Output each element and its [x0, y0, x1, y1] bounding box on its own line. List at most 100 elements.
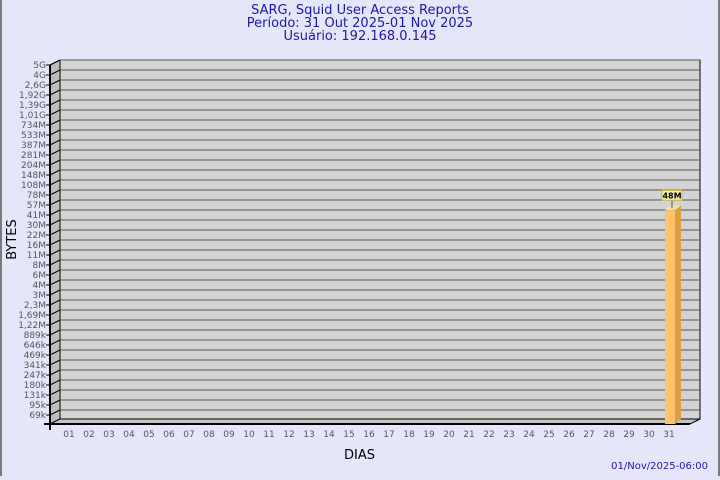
y-tick-line [49, 149, 61, 156]
data-label-box [661, 189, 683, 201]
y-tick-line [49, 109, 61, 116]
y-tick-line [49, 279, 61, 286]
y-tick-label: 78M [27, 191, 46, 201]
bar-side [675, 205, 681, 424]
x-tick-label: 07 [183, 430, 194, 440]
x-tick-label: 01 [63, 430, 74, 440]
y-tick-line [49, 339, 61, 346]
x-tick-label: 22 [483, 430, 494, 440]
y-tick-line [49, 79, 61, 86]
y-tick-label: 11M [27, 251, 46, 261]
x-tick-label: 05 [143, 430, 154, 440]
x-tick-label: 29 [623, 430, 635, 440]
data-label: 48M [662, 191, 681, 200]
bar-top [665, 205, 681, 211]
y-tick-line [49, 139, 61, 146]
y-tick-label: 1,01G [19, 111, 46, 121]
x-tick-label: 26 [563, 430, 575, 440]
y-tick-label: 6M [33, 271, 47, 281]
x-tick-label: 13 [303, 430, 314, 440]
x-tick-label: 06 [163, 430, 175, 440]
y-tick-label: 469k [24, 351, 47, 361]
y-tick-label: 1,22M [18, 321, 46, 331]
y-tick-label: 4G [33, 71, 46, 81]
y-tick-line [49, 119, 61, 126]
y-tick-line [49, 349, 61, 356]
y-tick-label: 247k [24, 371, 47, 381]
y-tick-label: 533M [21, 131, 46, 141]
x-tick-label: 11 [263, 430, 274, 440]
y-tick-label: 1,69M [18, 311, 46, 321]
generated-timestamp: 01/Nov/2025-06:00 [611, 461, 708, 472]
y-tick-line [49, 249, 61, 256]
y-tick-line [49, 399, 61, 406]
y-tick-label: 41M [27, 211, 46, 221]
y-tick-label: 180k [24, 381, 47, 391]
x-tick-label: 30 [643, 430, 655, 440]
y-tick-line [49, 219, 61, 226]
y-tick-line [49, 389, 61, 396]
y-tick-line [49, 59, 61, 66]
y-tick-label: 148M [21, 171, 46, 181]
x-tick-label: 03 [103, 430, 114, 440]
y-tick-label: 646k [24, 341, 47, 351]
y-tick-label: 387M [21, 141, 46, 151]
bar-front [665, 210, 675, 424]
y-tick-line [49, 319, 61, 326]
y-tick-label: 3M [33, 291, 47, 301]
x-axis-label: DIAS [344, 448, 375, 463]
x-tick-label: 04 [123, 430, 135, 440]
y-tick-label: 204M [21, 161, 46, 171]
y-tick-line [49, 369, 61, 376]
x-tick-label: 24 [523, 430, 535, 440]
x-tick-label: 20 [443, 430, 455, 440]
x-tick-label: 10 [243, 430, 255, 440]
x-tick-label: 28 [603, 430, 615, 440]
x-tick-label: 18 [403, 430, 415, 440]
y-tick-line [49, 259, 61, 266]
x-tick-label: 15 [343, 430, 354, 440]
y-tick-label: 108M [21, 181, 46, 191]
x-tick-label: 12 [283, 430, 294, 440]
y-tick-line [49, 169, 61, 176]
y-tick-line [49, 129, 61, 136]
x-tick-label: 21 [463, 430, 474, 440]
y-tick-label: 889k [24, 331, 47, 341]
y-tick-label: 1,39G [19, 101, 46, 111]
x-tick-label: 19 [423, 430, 435, 440]
x-tick-label: 23 [503, 430, 514, 440]
y-tick-line [49, 69, 61, 76]
y-tick-line [49, 189, 61, 196]
y-tick-label: 734M [21, 121, 46, 131]
y-tick-line [49, 229, 61, 236]
report-title: SARG, Squid User Access Reports [251, 3, 469, 18]
y-tick-label: 281M [21, 151, 46, 161]
y-tick-label: 16M [27, 241, 46, 251]
y-tick-label: 8M [33, 261, 47, 271]
y-tick-label: 1,92G [19, 91, 46, 101]
y-tick-line [49, 89, 61, 96]
y-tick-label: 5G [33, 61, 46, 71]
x-tick-label: 08 [203, 430, 215, 440]
y-tick-line [49, 199, 61, 206]
y-tick-label: 57M [27, 201, 46, 211]
x-tick-label: 14 [323, 430, 335, 440]
x-tick-label: 02 [83, 430, 94, 440]
y-tick-label: 30M [27, 221, 46, 231]
y-tick-line [49, 299, 61, 306]
y-tick-label: 2,3M [24, 301, 46, 311]
x-tick-label: 17 [383, 430, 394, 440]
report-user: Usuário: 192.168.0.145 [283, 29, 437, 44]
x-tick-label: 27 [583, 430, 594, 440]
y-axis-label: BYTES [4, 219, 20, 260]
y-tick-label: 95k [29, 401, 46, 411]
y-tick-label: 131k [24, 391, 47, 401]
y-tick-line [49, 179, 61, 186]
y-tick-line [49, 159, 61, 166]
y-tick-line [49, 409, 61, 416]
y-tick-label: 4M [33, 281, 47, 291]
y-tick-line [49, 289, 61, 296]
x-tick-label: 25 [543, 430, 554, 440]
x-tick-label: 09 [223, 430, 235, 440]
